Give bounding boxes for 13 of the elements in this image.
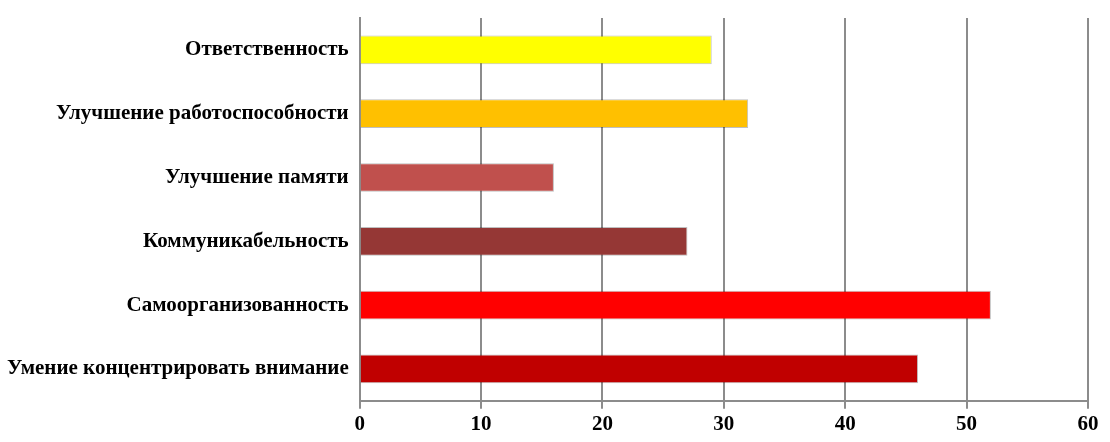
y-tick-label: Коммуникабельность bbox=[143, 227, 349, 252]
y-tick-label: Умение концентрировать внимание bbox=[6, 355, 349, 380]
x-tick-label: 60 bbox=[1077, 410, 1099, 435]
x-tick-label: 30 bbox=[713, 410, 735, 435]
y-tick-label: Улучшение работоспособности bbox=[55, 100, 349, 125]
x-tick-label: 20 bbox=[591, 410, 613, 435]
x-tick-label: 50 bbox=[956, 410, 978, 435]
y-tick-label: Самоорганизованность bbox=[126, 291, 349, 316]
x-tick-label: 40 bbox=[834, 410, 856, 435]
y-tick-label: Улучшение памяти bbox=[165, 163, 349, 188]
x-tick-label: 0 bbox=[354, 410, 365, 435]
x-tick-label: 10 bbox=[470, 410, 492, 435]
y-tick-label: Ответственность bbox=[185, 36, 349, 61]
